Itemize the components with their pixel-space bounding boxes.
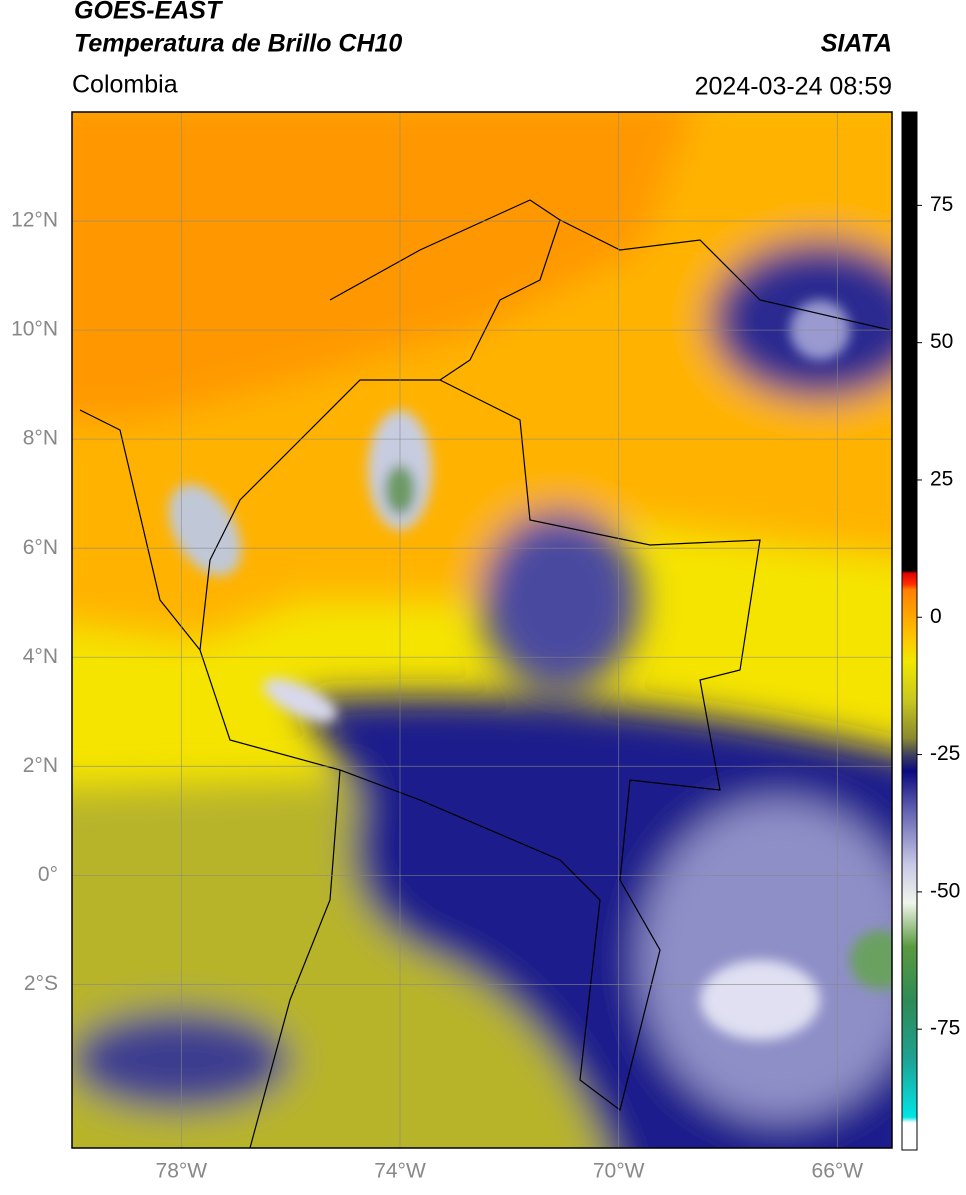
y-tick-label: 2°S	[24, 972, 58, 995]
timestamp: 2024-03-24 08:59	[695, 73, 892, 101]
subtitle: Temperatura de Brillo CH10	[74, 30, 402, 58]
title: GOES-EAST	[74, 0, 224, 25]
colorbar-tick-label: 0	[930, 605, 942, 628]
grid	[72, 112, 892, 1148]
colorbar-tick-label: 75	[930, 193, 953, 216]
x-tick-label: 66°W	[812, 1160, 864, 1183]
colorbar-tick-label: -25	[930, 742, 960, 765]
region: Colombia	[72, 71, 178, 99]
x-tick-label: 74°W	[374, 1160, 426, 1183]
y-tick-label: 0°	[38, 863, 58, 886]
borders	[79, 199, 891, 1148]
x-tick-label: 70°W	[593, 1160, 645, 1183]
map-frame	[71, 111, 893, 1149]
colorbar-tick-label: 25	[930, 468, 953, 491]
y-tick-label: 12°N	[11, 209, 58, 232]
y-tick-label: 6°N	[23, 536, 58, 559]
y-tick-label: 2°N	[23, 754, 58, 777]
colorbar	[901, 111, 918, 1151]
colorbar-tick-label: -50	[930, 879, 960, 902]
x-tick-label: 78°W	[156, 1160, 208, 1183]
y-tick-label: 8°N	[23, 427, 58, 450]
colorbar-tick-label: -75	[930, 1017, 960, 1040]
y-tick-label: 4°N	[23, 645, 58, 668]
source: SIATA	[821, 30, 892, 58]
satellite-image	[72, 112, 892, 1148]
colorbar-tick-label: 50	[930, 330, 953, 353]
y-tick-label: 10°N	[11, 318, 58, 341]
